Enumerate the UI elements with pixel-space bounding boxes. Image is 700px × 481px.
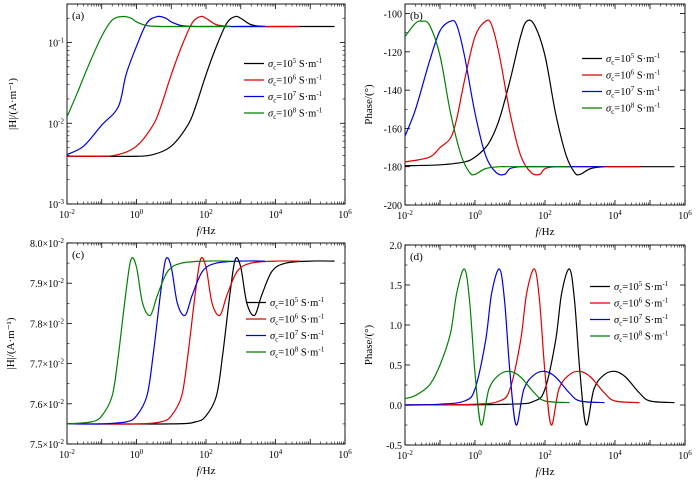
legend: σc=105 S·m-1 σc=106 S·m-1σc=107 S·m-1 σc=1… (590, 280, 669, 344)
series-line-8 (405, 268, 570, 426)
x-tick-label: 104 (608, 209, 622, 222)
panel-d: 10-2 100 102 104 106 -0.5 0.0 0.5 1.0 1.5 2.0 (d) f/… (363, 241, 692, 478)
y-tick-label: 7.7×10-2 (30, 358, 64, 371)
series-line-5 (67, 257, 335, 425)
series-line-5 (67, 15, 335, 158)
legend-entry: σc=108 S·m-1 (268, 107, 323, 122)
series-line-8 (405, 20, 570, 176)
x-tick-label: 104 (269, 448, 283, 461)
series-line-7 (67, 257, 266, 425)
legend-entry: σc=106 S·m-1 (270, 313, 325, 328)
y-tick-label: 10-1 (48, 37, 64, 50)
x-tick-label: 100 (130, 208, 144, 221)
series-group (405, 268, 675, 426)
legend-entry: σc=107 S·m-1 (614, 313, 669, 328)
legend-entry: σc=107 S·m-1 (606, 85, 661, 100)
x-tick-label: 106 (338, 448, 352, 461)
legend-entry: σc=106 S·m-1 (614, 297, 669, 312)
series-group (67, 15, 335, 158)
series-line-7 (67, 15, 266, 156)
x-tick-label: 106 (338, 208, 352, 221)
y-tick-label: -160 (384, 124, 402, 135)
panel-label: (d) (410, 251, 423, 263)
legend-entry: σc=105 S·m-1 (270, 296, 325, 311)
x-tick-label: 102 (199, 208, 213, 221)
x-tick-label: 106 (678, 449, 692, 462)
y-axis-label: |H|/(A·m⁻¹) (7, 78, 19, 130)
x-tick-label: 100 (468, 449, 482, 462)
x-axis-label: f/Hz (536, 466, 555, 478)
panel-label: (c) (72, 249, 85, 261)
y-tick-label: 7.8×10-2 (30, 317, 64, 330)
x-tick-label: 10-2 (59, 448, 75, 461)
legend: σc=105 S·m-1 σc=106 S·m-1σc=107 S·m-1 σc=1… (246, 296, 325, 360)
plot-frame (66, 3, 346, 205)
y-tick-label: 7.9×10-2 (30, 277, 64, 290)
series-line-8 (67, 257, 231, 425)
series-line-8 (67, 15, 231, 118)
x-axis-label: f/Hz (197, 465, 216, 477)
legend-entry: σc=107 S·m-1 (270, 329, 325, 344)
panel-label: (a) (72, 10, 85, 22)
legend-entry: σc=105 S·m-1 (614, 280, 669, 295)
y-tick-label: -140 (384, 86, 402, 97)
plot-frame (66, 242, 346, 445)
legend-entry: σc=108 S·m-1 (270, 346, 325, 361)
panel-a: 10-2 100 102 104 10610-310-210-1(a)f/Hz|H|/(… (7, 3, 352, 237)
x-tick-label: 104 (608, 449, 622, 462)
x-axis-label: f/Hz (197, 225, 216, 237)
y-tick-label: -0.5 (386, 441, 402, 452)
x-axis-label: f/Hz (536, 226, 555, 238)
y-axis-label: |H|/(A·m⁻¹) (5, 317, 17, 369)
y-tick-label: 10-3 (48, 198, 64, 211)
panel-b: 10-2 100 102 104 106 -200 -180 -160 -140 -120 -100… (363, 3, 692, 238)
x-tick-label: 102 (538, 209, 552, 222)
legend: σc=105 S·m-1 σc=106 S·m-1σc=107 S·m-1 σc=1… (244, 57, 323, 121)
series-line-6 (405, 268, 640, 426)
y-tick-label: -100 (384, 10, 402, 21)
legend-entry: σc=107 S·m-1 (268, 90, 323, 105)
legend-entry: σc=105 S·m-1 (268, 57, 323, 72)
legend-entry: σc=106 S·m-1 (606, 69, 661, 84)
legend: σc=105 S·m-1 σc=106 S·m-1σc=107 S·m-1 σc=1… (582, 52, 661, 116)
y-tick-label: 7.5×10-2 (30, 438, 64, 451)
y-tick-label: 1.5 (390, 281, 403, 292)
y-axis-label: Phase/(°) (363, 84, 375, 125)
y-tick-label: 7.6×10-2 (30, 398, 64, 411)
legend-entry: σc=105 S·m-1 (606, 52, 661, 67)
x-tick-label: 100 (468, 209, 482, 222)
x-tick-label: 10-2 (397, 209, 413, 222)
series-group (67, 257, 335, 425)
y-tick-label: -120 (384, 48, 402, 59)
series-line-7 (405, 268, 605, 426)
x-tick-label: 104 (269, 208, 283, 221)
legend-entry: σc=108 S·m-1 (606, 102, 661, 117)
y-axis-label: Phase/(°) (363, 324, 375, 365)
x-tick-label: 10-2 (397, 449, 413, 462)
y-tick-label: 8.0×10-2 (30, 237, 64, 250)
legend-entry: σc=108 S·m-1 (614, 330, 669, 345)
x-tick-label: 106 (678, 209, 692, 222)
y-tick-label: 0.0 (390, 401, 403, 412)
y-tick-label: -200 (384, 201, 402, 212)
series-line-6 (67, 257, 300, 425)
y-tick-label: 1.0 (390, 321, 403, 332)
x-tick-label: 100 (130, 448, 144, 461)
y-tick-label: 10-2 (48, 117, 64, 130)
x-tick-label: 10-2 (59, 208, 75, 221)
panel-label: (b) (410, 10, 423, 22)
y-tick-label: -180 (384, 163, 402, 174)
x-tick-label: 102 (538, 449, 552, 462)
series-group (405, 19, 675, 176)
legend-entry: σc=106 S·m-1 (268, 74, 323, 89)
y-tick-label: 2.0 (390, 241, 403, 252)
x-tick-label: 102 (199, 448, 213, 461)
series-line-6 (67, 15, 300, 158)
panel-c: 10-2 100 102 104 106 7.5×10-2 7.6×10-2 7.7×10-2… (5, 237, 352, 477)
series-line-7 (405, 19, 605, 176)
series-line-6 (405, 19, 640, 176)
y-tick-label: 0.5 (390, 361, 403, 372)
